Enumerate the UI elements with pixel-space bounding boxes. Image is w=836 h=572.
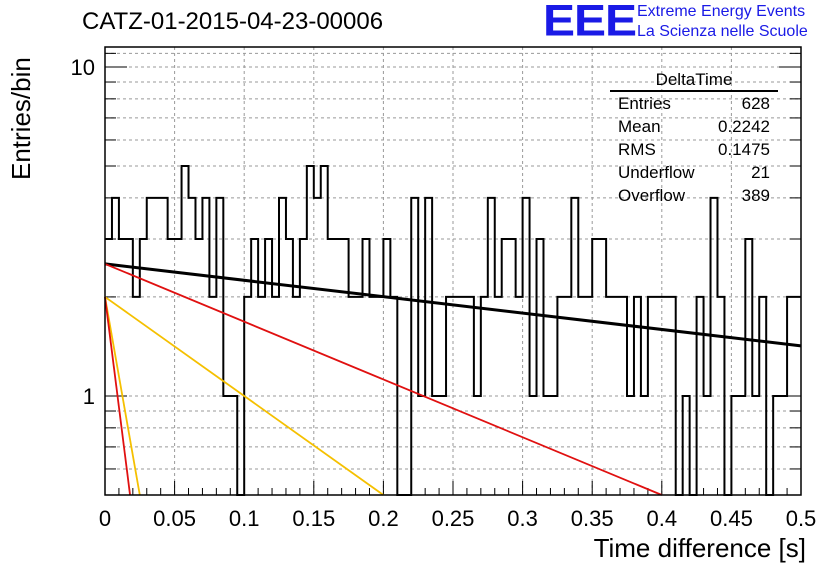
fit-line-black bbox=[104, 262, 802, 348]
stats-label: Overflow bbox=[618, 186, 686, 205]
y-axis-label: Entries/bin bbox=[6, 57, 36, 180]
model-line-red-steep bbox=[104, 296, 131, 496]
stats-value: 0.2242 bbox=[718, 117, 770, 136]
stats-box: DeltaTime Entries 628 Mean 0.2242 RMS 0.147… bbox=[610, 70, 778, 207]
stats-value: 21 bbox=[751, 163, 770, 182]
x-tick-label: 0.1 bbox=[229, 506, 260, 531]
stats-row-underflow: Underflow 21 bbox=[610, 161, 778, 184]
x-axis-label: Time difference [s] bbox=[593, 533, 806, 563]
stats-label: Entries bbox=[618, 94, 671, 113]
model-line-orange bbox=[104, 296, 384, 496]
plot-frame bbox=[104, 46, 802, 496]
x-tick-label: 0.15 bbox=[292, 506, 335, 531]
model-line-red bbox=[104, 263, 663, 496]
stats-title: DeltaTime bbox=[610, 70, 778, 92]
x-tick-label: 0.2 bbox=[368, 506, 399, 531]
x-tick-label: 0.5 bbox=[786, 506, 817, 531]
stats-value: 628 bbox=[741, 94, 770, 113]
x-tick-label: 0.45 bbox=[710, 506, 753, 531]
stats-row-mean: Mean 0.2242 bbox=[610, 115, 778, 138]
x-tick-label: 0 bbox=[99, 506, 111, 531]
y-tick-label: 10 bbox=[71, 55, 95, 80]
x-tick-label: 0.4 bbox=[647, 506, 678, 531]
stats-row-rms: RMS 0.1475 bbox=[610, 138, 778, 161]
stats-value: 389 bbox=[741, 186, 770, 205]
model-line-orange-steep bbox=[104, 296, 141, 496]
stats-label: Mean bbox=[618, 117, 661, 136]
chart-title: CATZ-01-2015-04-23-00006 bbox=[82, 8, 384, 35]
stats-row-entries: Entries 628 bbox=[610, 92, 778, 115]
logo-line-1: Extreme Energy Events bbox=[637, 3, 806, 20]
x-tick-label: 0.25 bbox=[432, 506, 475, 531]
histogram-outline bbox=[105, 165, 801, 496]
stats-label: Underflow bbox=[618, 163, 695, 182]
x-tick-label: 0.05 bbox=[153, 506, 196, 531]
logo-subtitle: Extreme Energy Events La Scienza nelle S… bbox=[637, 2, 808, 42]
y-tick-label: 1 bbox=[83, 384, 95, 409]
eee-logo: EEE bbox=[543, 0, 637, 46]
logo-line-2: La Scienza nelle Scuole bbox=[637, 23, 808, 40]
x-tick-label: 0.3 bbox=[507, 506, 538, 531]
stats-value: 0.1475 bbox=[718, 140, 770, 159]
stats-label: RMS bbox=[618, 140, 656, 159]
x-tick-label: 0.35 bbox=[571, 506, 614, 531]
stats-row-overflow: Overflow 389 bbox=[610, 184, 778, 207]
